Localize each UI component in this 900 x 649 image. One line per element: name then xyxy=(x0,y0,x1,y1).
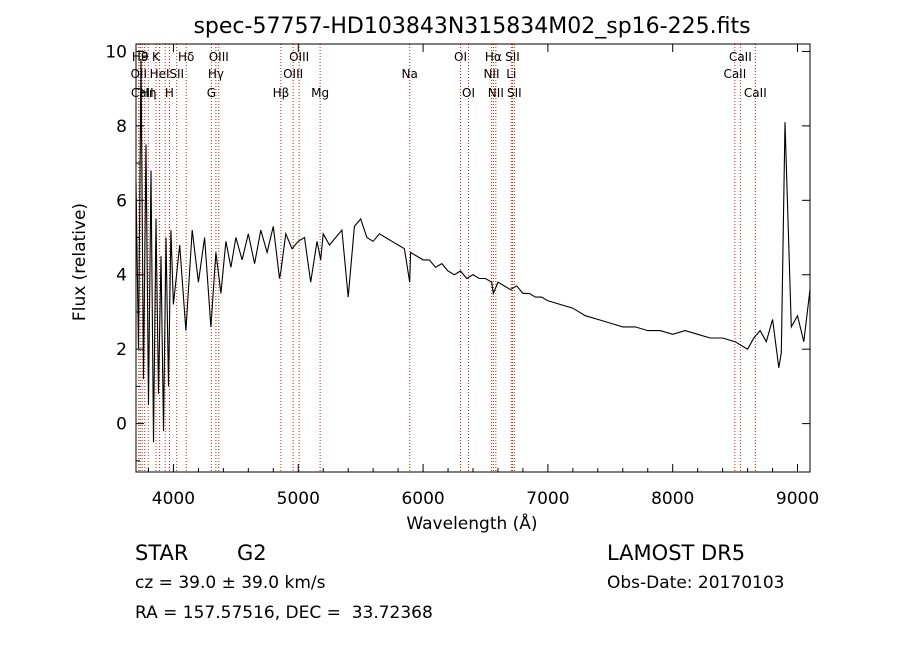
x-tick-label-5: 9000 xyxy=(776,489,819,509)
x-tick-label-3: 7000 xyxy=(526,489,569,509)
line-marker-label-17: Mg xyxy=(311,86,329,100)
line-marker-label-26: SII xyxy=(507,86,522,100)
x-tick-label-2: 6000 xyxy=(401,489,444,509)
line-marker-label-10: Hδ xyxy=(178,50,194,64)
y-axis: 0 2 4 6 8 10 xyxy=(105,42,810,462)
line-marker-label-4: Hη xyxy=(140,86,157,100)
line-marker-label-6: HeI xyxy=(150,67,170,81)
y-tick-label-5: 10 xyxy=(105,42,127,62)
line-marker-label-2: CaII xyxy=(131,86,154,100)
emission-line-markers xyxy=(138,44,756,472)
line-marker-label-28: CaII xyxy=(729,50,752,64)
redshift-velocity: cz = 39.0 ± 39.0 km/s xyxy=(135,573,326,593)
chart-title: spec-57757-HD103843N315834M02_sp16-225.f… xyxy=(193,14,750,39)
line-marker-label-12: Hγ xyxy=(208,67,224,81)
y-tick-label-4: 8 xyxy=(116,117,127,137)
line-marker-label-13: OIII xyxy=(209,50,229,64)
line-marker-label-19: OI xyxy=(454,50,467,64)
plot-frame xyxy=(135,43,811,473)
line-marker-label-3: θ xyxy=(141,50,148,64)
emission-line-labels: OIIH9CaIIθHηKHeIHSIIHδGHγOIIIHβOIIIOIIIM… xyxy=(130,50,766,100)
observation-date: Obs-Date: 20170103 xyxy=(607,573,785,593)
line-marker-label-18: Na xyxy=(402,67,418,81)
object-class: STAR xyxy=(135,541,189,565)
x-axis-label: Wavelength (Å) xyxy=(406,512,537,534)
object-subclass: G2 xyxy=(237,541,267,565)
line-marker-label-8: H xyxy=(165,86,174,100)
line-marker-label-9: SII xyxy=(169,67,184,81)
y-tick-label-3: 6 xyxy=(116,191,127,211)
line-marker-label-25: SII xyxy=(505,50,520,64)
line-marker-label-22: Hα xyxy=(485,50,502,64)
line-marker-label-16: OIII xyxy=(289,50,309,64)
line-marker-label-20: OI xyxy=(462,86,475,100)
line-marker-label-23: NII xyxy=(488,86,504,100)
line-marker-label-21: NII xyxy=(483,67,499,81)
spectrum-line xyxy=(135,58,811,443)
line-marker-label-29: CaII xyxy=(744,86,767,100)
y-axis-label: Flux (relative) xyxy=(70,203,90,321)
y-tick-label-1: 2 xyxy=(116,340,127,360)
x-tick-label-0: 4000 xyxy=(152,489,195,509)
line-marker-label-5: K xyxy=(152,50,161,64)
y-tick-label-2: 4 xyxy=(116,266,127,286)
line-marker-label-15: OIII xyxy=(283,67,303,81)
x-tick-label-1: 5000 xyxy=(277,489,320,509)
sky-coordinates: RA = 157.57516, DEC = 33.72368 xyxy=(135,603,433,623)
line-marker-label-11: G xyxy=(207,86,216,100)
x-axis: 4000 5000 6000 7000 8000 9000 xyxy=(147,44,819,509)
line-marker-label-24: Li xyxy=(506,67,516,81)
y-tick-label-0: 0 xyxy=(116,415,127,435)
line-marker-label-0: OII xyxy=(130,67,147,81)
x-tick-label-4: 8000 xyxy=(651,489,694,509)
line-marker-label-27: CaII xyxy=(723,67,746,81)
survey-name: LAMOST DR5 xyxy=(607,541,746,565)
line-marker-label-14: Hβ xyxy=(273,86,290,100)
